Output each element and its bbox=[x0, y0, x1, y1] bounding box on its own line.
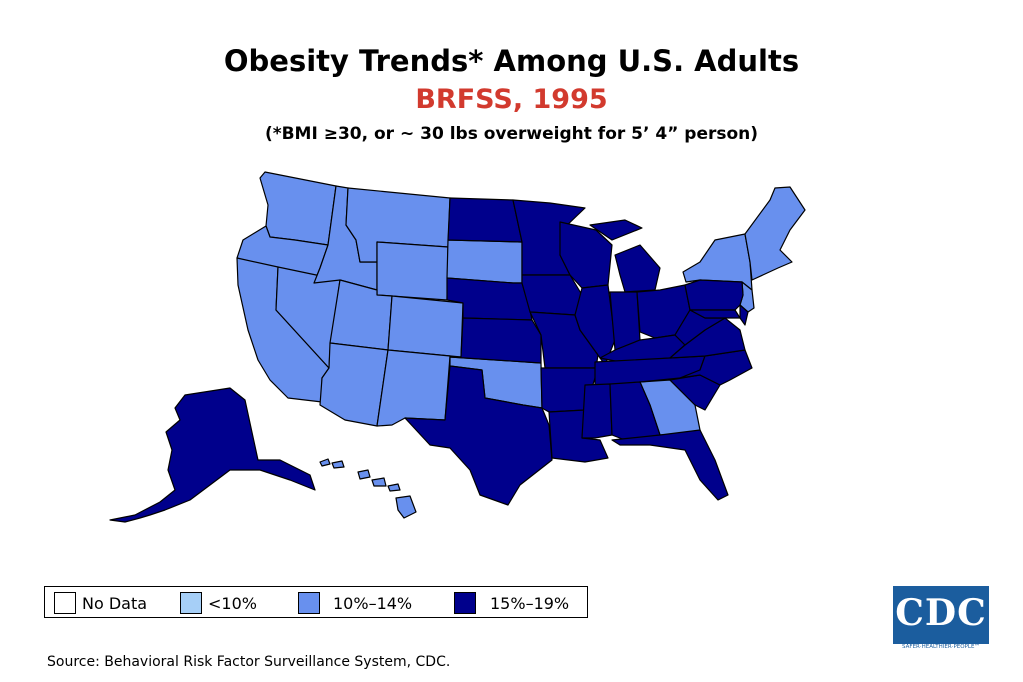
legend-item-10-14: 10%–14% bbox=[298, 592, 412, 614]
cdc-logo-box bbox=[893, 586, 989, 644]
cdc-logo: CDC SAFER·HEALTHIER·PEOPLE™ bbox=[893, 586, 989, 652]
state-arizona bbox=[319, 342, 389, 427]
source-note: Source: Behavioral Risk Factor Surveilla… bbox=[47, 654, 451, 670]
state-illinois bbox=[574, 284, 616, 366]
legend-swatch bbox=[454, 592, 476, 614]
state-new-england bbox=[744, 186, 806, 281]
state-south-dakota bbox=[446, 239, 523, 284]
state-florida bbox=[611, 429, 729, 501]
map-subtitle: BRFSS, 1995 bbox=[415, 84, 608, 115]
legend-item-under-10: <10% bbox=[180, 592, 257, 614]
legend-swatch bbox=[180, 592, 202, 614]
state-hawaii bbox=[319, 458, 417, 519]
state-washington bbox=[259, 171, 337, 246]
cdc-logo-tagline: SAFER·HEALTHIER·PEOPLE™ bbox=[902, 644, 980, 650]
legend-label: <10% bbox=[208, 593, 257, 613]
legend-label: 15%–19% bbox=[490, 593, 570, 613]
state-colorado bbox=[387, 295, 464, 358]
state-new-mexico bbox=[376, 349, 451, 427]
legend-swatch bbox=[298, 592, 320, 614]
map-legend: No Data <10% 10%–14% 15%–19% bbox=[44, 586, 588, 618]
state-pennsylvania bbox=[684, 279, 744, 311]
state-iowa bbox=[521, 274, 583, 316]
state-north-dakota bbox=[447, 197, 523, 243]
state-maryland bbox=[689, 309, 741, 319]
map-note: (*BMI ≥30, or ~ 30 lbs overweight for 5’… bbox=[264, 124, 759, 144]
legend-swatch bbox=[54, 592, 76, 614]
state-mississippi bbox=[581, 383, 613, 439]
state-wyoming bbox=[376, 241, 449, 301]
legend-label: 10%–14% bbox=[333, 593, 413, 613]
cdc-logo-text: CDC bbox=[895, 592, 987, 634]
map-title: Obesity Trends* Among U.S. Adults bbox=[223, 44, 800, 78]
state-delaware bbox=[739, 304, 749, 326]
legend-item-no-data: No Data bbox=[54, 592, 147, 614]
state-alaska bbox=[109, 387, 316, 523]
state-kansas bbox=[449, 317, 542, 364]
legend-label: No Data bbox=[82, 593, 148, 613]
state-texas bbox=[404, 365, 553, 506]
legend-item-15-19: 15%–19% bbox=[454, 592, 569, 614]
state-north-carolina bbox=[679, 349, 753, 386]
